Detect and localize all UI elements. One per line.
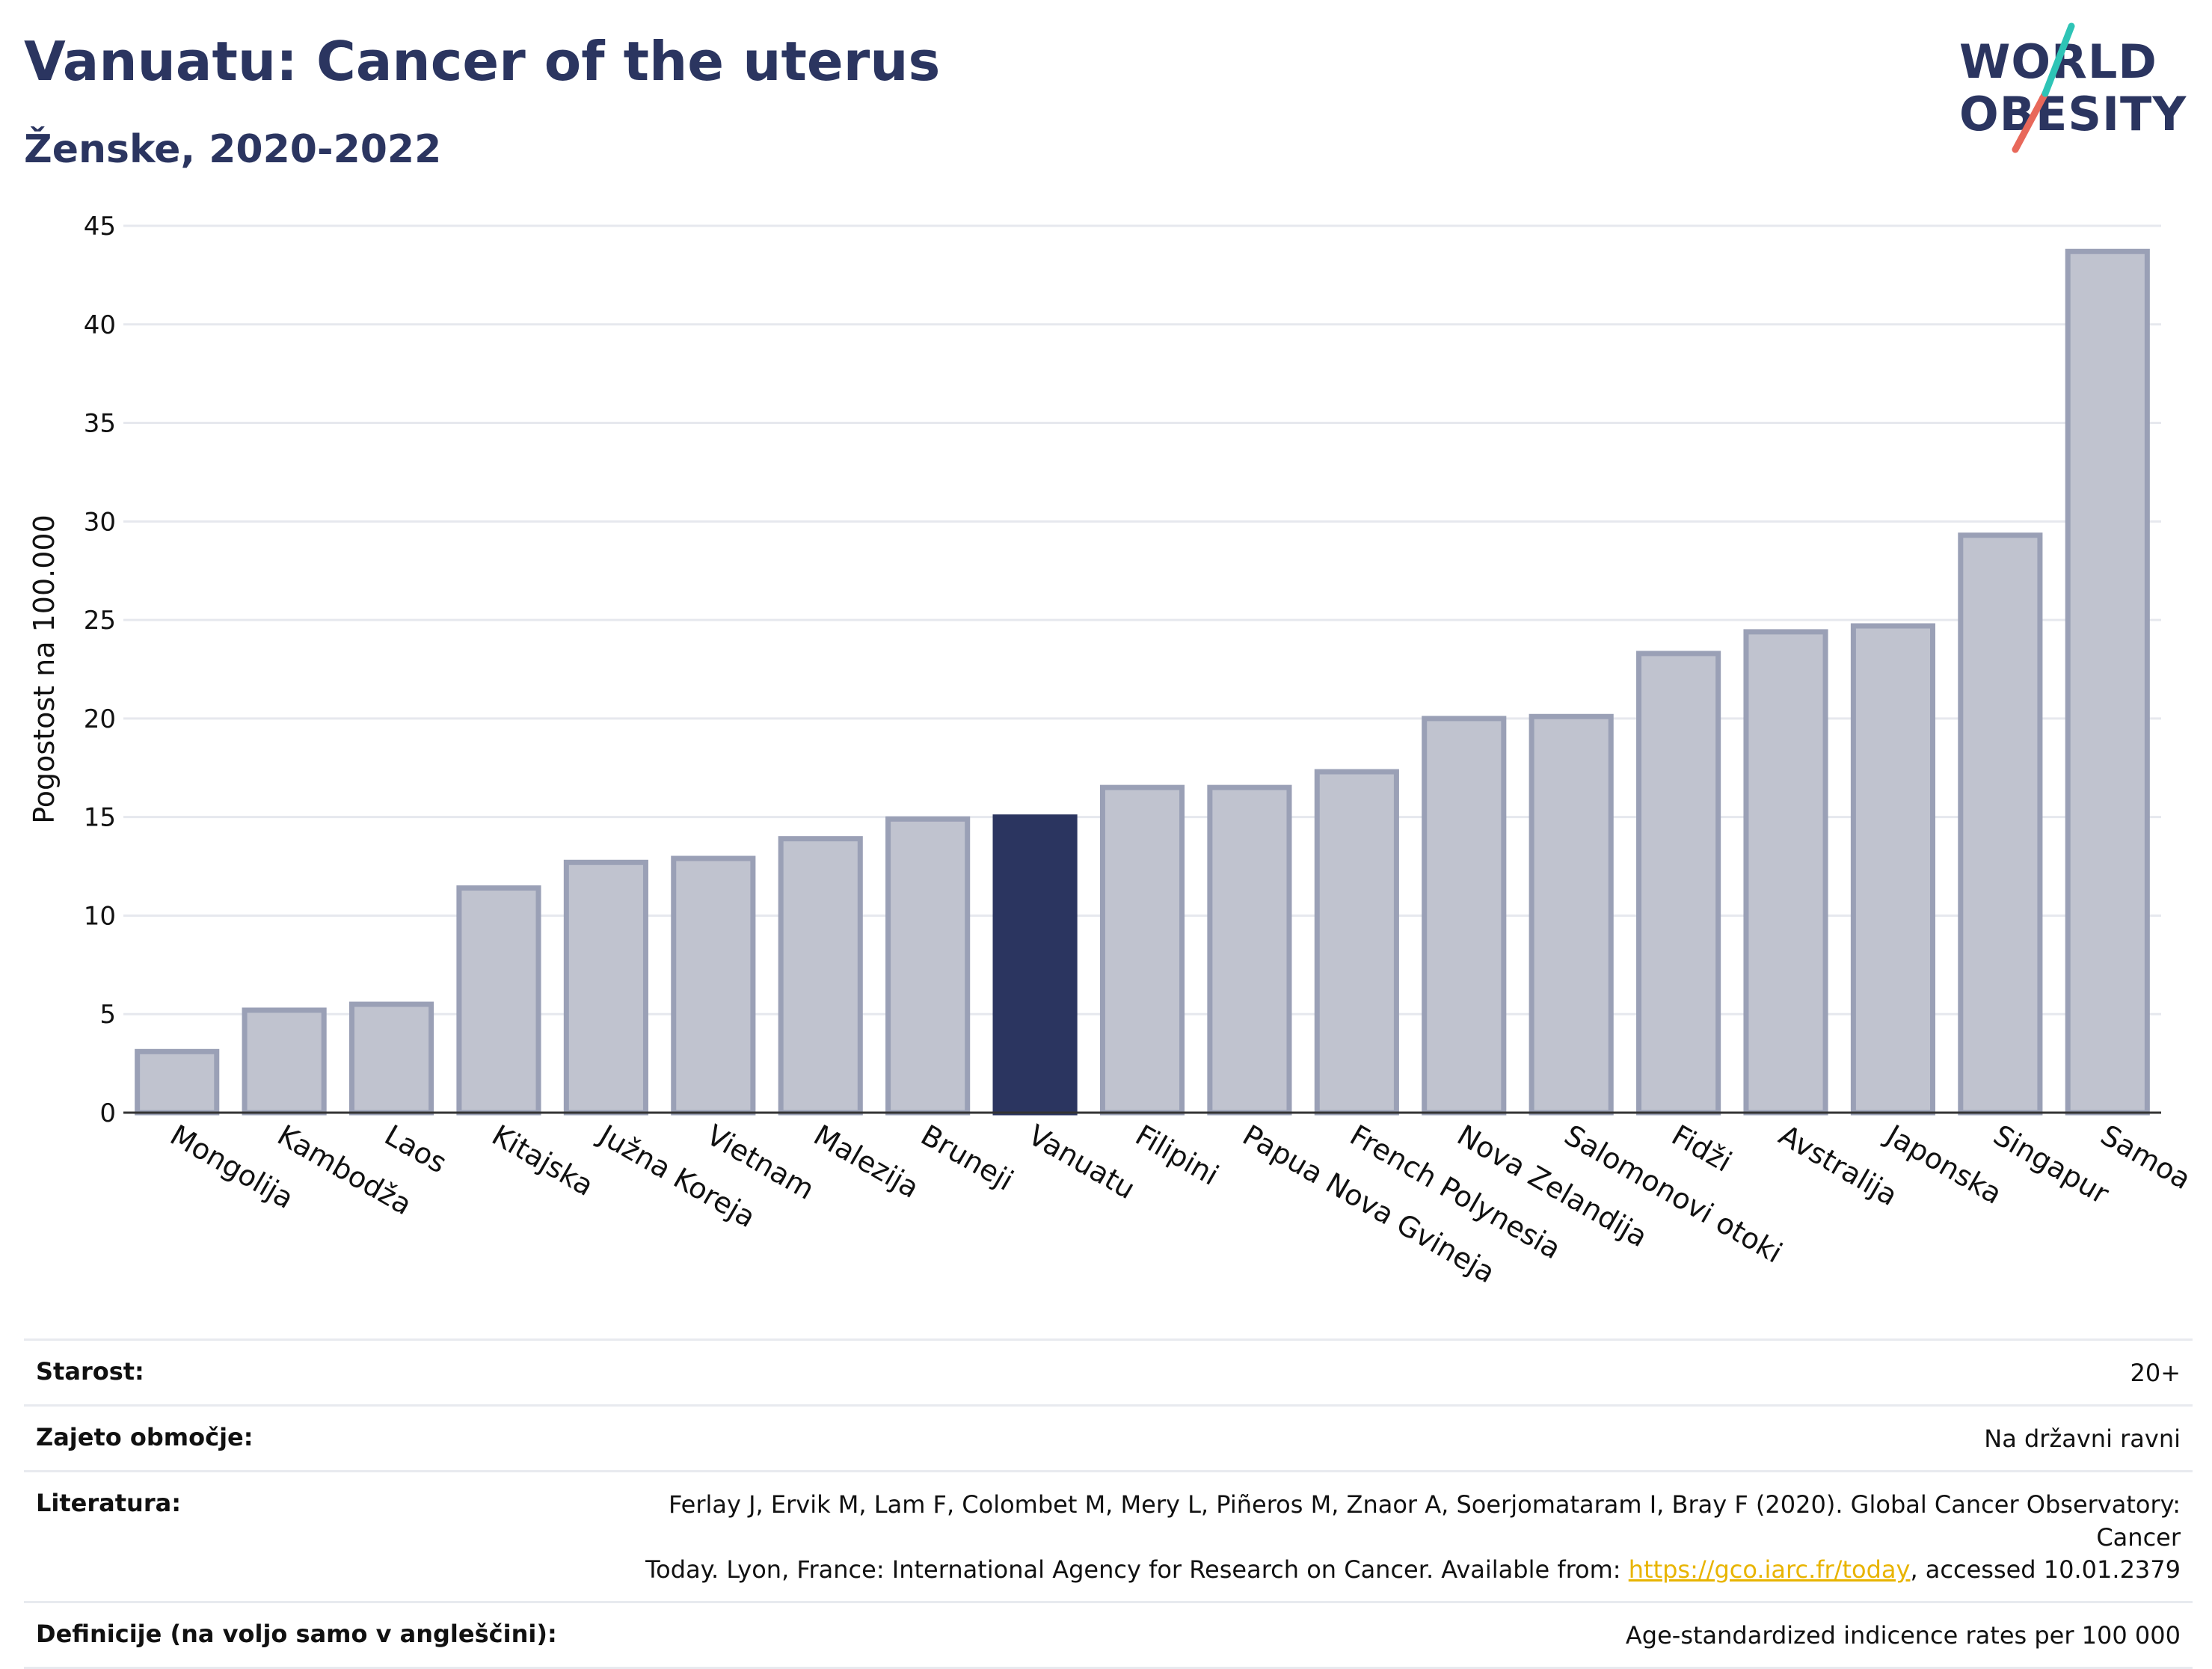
reference-line-2-start: Today. Lyon, France: International Agenc… xyxy=(645,1555,1629,1584)
reference-label: Literatura: xyxy=(36,1489,181,1518)
y-tick-label: 5 xyxy=(99,1000,116,1030)
area-value: Na državni ravni xyxy=(1984,1424,2181,1454)
age-value: 20+ xyxy=(2130,1359,2181,1387)
bar xyxy=(1636,651,1721,1116)
bar xyxy=(671,855,756,1116)
x-tick-label: Fidži xyxy=(1666,1119,1737,1178)
reference-value: Ferlay J, Ervik M, Lam F, Colombet M, Me… xyxy=(610,1489,2181,1586)
bar xyxy=(563,859,648,1116)
bar xyxy=(135,1048,220,1116)
y-axis-label: Pogostost na 100.000 xyxy=(28,514,61,824)
logo-slash-icon xyxy=(2012,22,2075,153)
y-tick-label: 25 xyxy=(84,606,116,636)
bar xyxy=(992,814,1078,1116)
y-tick-label: 20 xyxy=(84,704,116,734)
x-tick-label: Malezija xyxy=(808,1119,925,1205)
x-tick-label: Bruneji xyxy=(915,1119,1019,1197)
bar xyxy=(456,885,541,1116)
definitions-label: Definicije (na voljo samo v angleščini): xyxy=(36,1619,557,1648)
meta-row-reference: Literatura: Ferlay J, Ervik M, Lam F, Co… xyxy=(24,1470,2193,1601)
bar xyxy=(1958,532,2043,1116)
y-tick-label: 40 xyxy=(84,310,116,340)
world-obesity-logo[interactable]: WORLD OBESITY xyxy=(1944,22,2199,157)
metadata-table: Starost: 20+ Zajeto območje: Na državni … xyxy=(24,1338,2193,1669)
bar xyxy=(885,816,971,1116)
x-tick-label: Japonska xyxy=(1879,1118,2007,1211)
chart-title: Vanuatu: Cancer of the uterus xyxy=(24,30,941,93)
y-tick-label: 0 xyxy=(99,1098,116,1128)
bar xyxy=(242,1007,327,1116)
definitions-value: Age-standardized indicence rates per 100… xyxy=(1625,1620,2181,1650)
bar xyxy=(1314,769,1399,1116)
reference-line-1: Ferlay J, Ervik M, Lam F, Colombet M, Me… xyxy=(669,1490,2181,1552)
bar xyxy=(1099,784,1185,1116)
bar xyxy=(1850,623,1936,1116)
x-tick-label: Kitajska xyxy=(486,1119,599,1202)
meta-row-age: Starost: 20+ xyxy=(24,1338,2193,1404)
meta-row-definitions: Definicije (na voljo samo v angleščini):… xyxy=(24,1600,2193,1669)
y-tick-label: 45 xyxy=(84,212,116,242)
x-tick-label: Mongolija xyxy=(165,1119,299,1215)
x-tick-label: Singapur xyxy=(1988,1119,2115,1211)
chart-subtitle: Ženske, 2020-2022 xyxy=(24,127,442,172)
x-tick-label: Avstralija xyxy=(1774,1119,1903,1213)
bar xyxy=(778,836,863,1116)
bar xyxy=(1529,713,1614,1116)
meta-row-area: Zajeto območje: Na državni ravni xyxy=(24,1404,2193,1470)
bar-chart: 0 5 10 15 20 25 30 35 40 45 Pogostost na 100.000 Mo… xyxy=(28,212,2196,1289)
x-tick-label: Vanuatu xyxy=(1023,1119,1141,1205)
x-tick-label: Laos xyxy=(379,1119,452,1180)
bar xyxy=(1743,629,1828,1116)
logo-word-obesity: OBESITY xyxy=(1959,87,2187,141)
y-tick-label: 10 xyxy=(84,901,116,931)
y-tick-label: 35 xyxy=(84,409,116,439)
bar xyxy=(2065,248,2150,1116)
bar xyxy=(1207,784,1292,1116)
reference-line-2-end: , accessed 10.01.2379 xyxy=(1910,1555,2181,1584)
area-label: Zajeto območje: xyxy=(36,1423,254,1452)
bar xyxy=(1422,716,1507,1116)
y-tick-label: 15 xyxy=(84,803,116,833)
x-tick-label: Filipini xyxy=(1130,1119,1224,1192)
age-label: Starost: xyxy=(36,1357,144,1386)
bar xyxy=(348,1001,434,1116)
reference-link[interactable]: https://gco.iarc.fr/today xyxy=(1628,1555,1911,1584)
y-tick-label: 30 xyxy=(84,507,116,537)
